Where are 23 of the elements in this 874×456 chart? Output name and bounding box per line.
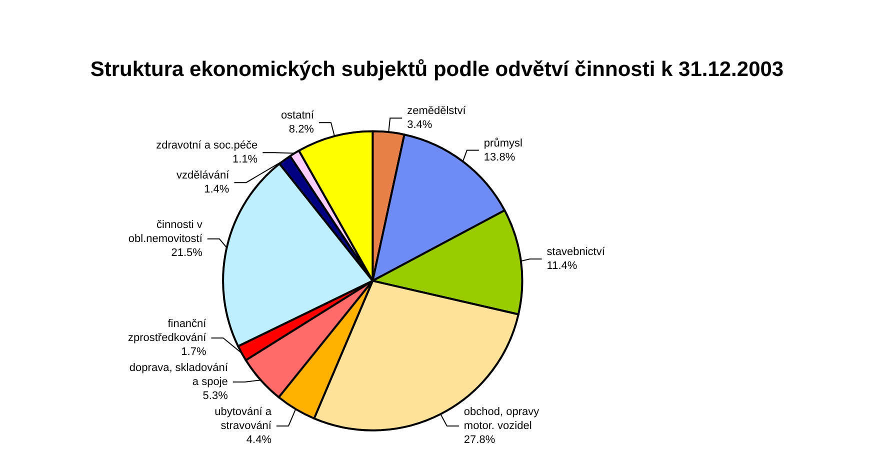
- data-label: 13.8%: [484, 151, 516, 164]
- slice-label: doprava, skladování a spoje: [129, 362, 229, 388]
- chart-title: Struktura ekonomických subjektů podle odvětví činnosti k 31.12.2003: [90, 58, 784, 81]
- data-label: 8.2%: [288, 124, 314, 136]
- slice-label: ubytování a stravování: [214, 406, 272, 432]
- slice-label: průmysl: [484, 137, 522, 150]
- data-label: 1.7%: [181, 346, 206, 358]
- data-label: 5.3%: [202, 390, 228, 402]
- slice-label: stavebnictví: [546, 246, 606, 258]
- slice-label: ostatní: [280, 110, 315, 122]
- data-label: 4.4%: [246, 434, 272, 446]
- slice-label: finanční zprostředkování: [128, 318, 208, 344]
- slice-label: obchod, opravy motor. vozidel: [464, 406, 540, 432]
- slice-label: zemědělství: [407, 105, 467, 118]
- slice-label: vzdělávání: [176, 170, 230, 182]
- data-label: 11.4%: [546, 260, 578, 272]
- data-label: 1.4%: [204, 184, 230, 196]
- slice-label: činnosti v obl.nemovitostí: [128, 218, 204, 245]
- data-label: 1.1%: [232, 154, 258, 166]
- data-label: 21.5%: [171, 246, 203, 259]
- slice-label: zdravotní a soc.péče: [156, 140, 258, 152]
- data-label: 27.8%: [464, 434, 496, 446]
- data-label: 3.4%: [407, 119, 432, 132]
